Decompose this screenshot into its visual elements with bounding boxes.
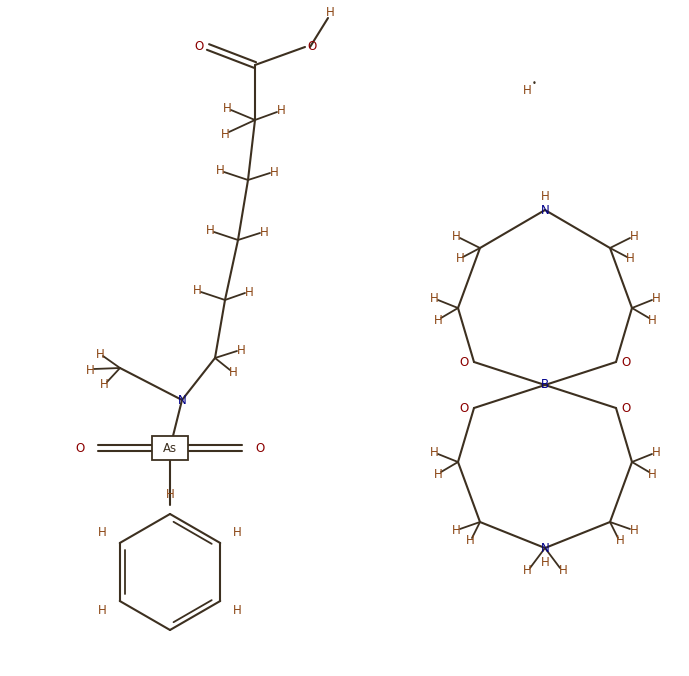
Text: H: H xyxy=(523,84,531,97)
Text: O: O xyxy=(75,441,85,454)
Text: H: H xyxy=(626,251,635,264)
Text: O: O xyxy=(194,41,204,53)
Text: H: H xyxy=(85,364,94,377)
Text: H: H xyxy=(652,291,660,304)
Text: N: N xyxy=(541,541,549,554)
Text: H: H xyxy=(269,166,278,178)
Text: H: H xyxy=(433,314,442,327)
Text: H: H xyxy=(541,556,549,569)
Text: H: H xyxy=(430,445,438,458)
Text: H: H xyxy=(523,564,531,577)
Text: N: N xyxy=(541,203,549,216)
Text: O: O xyxy=(256,441,265,454)
Text: H: H xyxy=(229,366,238,379)
Text: H: H xyxy=(205,224,214,237)
Text: H: H xyxy=(648,314,657,327)
Text: B: B xyxy=(541,379,549,391)
Text: H: H xyxy=(616,533,624,546)
Text: H: H xyxy=(220,128,229,141)
Text: H: H xyxy=(652,445,660,458)
Text: H: H xyxy=(451,229,460,243)
Text: H: H xyxy=(430,291,438,304)
Text: ·: · xyxy=(552,378,555,388)
Text: O: O xyxy=(621,356,630,368)
Text: •: • xyxy=(531,78,537,87)
Text: H: H xyxy=(541,189,549,203)
Text: N: N xyxy=(178,393,187,406)
Text: H: H xyxy=(648,468,657,481)
Text: H: H xyxy=(216,164,225,176)
Text: As: As xyxy=(163,441,177,454)
Text: H: H xyxy=(433,468,442,481)
Text: H: H xyxy=(455,251,464,264)
FancyBboxPatch shape xyxy=(152,436,188,460)
Text: H: H xyxy=(326,7,334,20)
Text: H: H xyxy=(223,101,232,114)
Text: H: H xyxy=(233,604,242,617)
Text: H: H xyxy=(451,523,460,537)
Text: O: O xyxy=(307,41,317,53)
Text: O: O xyxy=(621,402,630,414)
Text: H: H xyxy=(245,285,254,299)
Text: H: H xyxy=(98,527,107,539)
Text: H: H xyxy=(236,343,245,356)
Text: O: O xyxy=(460,402,469,414)
Text: H: H xyxy=(466,533,474,546)
Text: H: H xyxy=(559,564,567,577)
Text: O: O xyxy=(460,356,469,368)
Text: H: H xyxy=(630,229,639,243)
Text: H: H xyxy=(193,283,201,297)
Text: H: H xyxy=(276,103,285,116)
Text: H: H xyxy=(260,226,269,239)
Text: H: H xyxy=(233,527,242,539)
Text: H: H xyxy=(96,347,104,360)
Text: H: H xyxy=(630,523,639,537)
Text: H: H xyxy=(98,604,107,617)
Text: H: H xyxy=(100,377,108,391)
Text: H: H xyxy=(165,487,174,500)
